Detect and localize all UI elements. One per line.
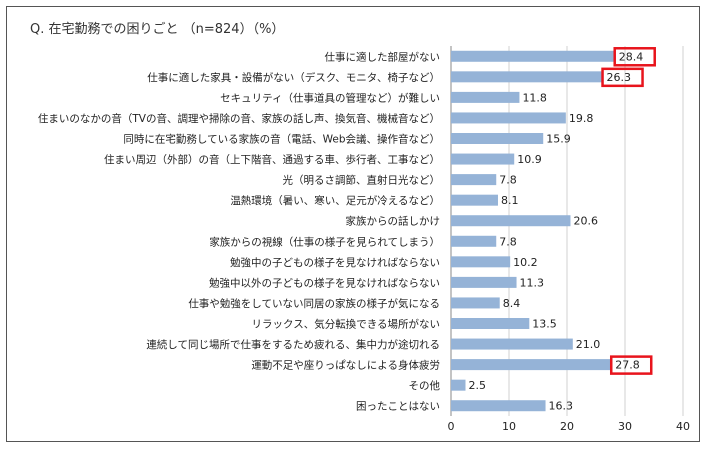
- bar: [451, 194, 498, 206]
- category-label: 勉強中以外の子どもの様子を見なければならない: [209, 276, 440, 289]
- data-label: 21.0: [576, 338, 601, 351]
- data-label: 19.8: [569, 112, 594, 125]
- category-label: 光（明るさ調節、直射日光など）: [283, 174, 441, 187]
- data-label: 8.4: [503, 297, 520, 310]
- highlight-box: [613, 47, 656, 67]
- category-label: 温熱環境（暑い、寒い、足元が冷えるなど）: [230, 194, 440, 207]
- category-label: 仕事や勉強をしていない同居の家族の様子が気になる: [188, 297, 440, 310]
- chart-title: Q. 在宅勤務での困りごと （n=824）（%）: [30, 22, 285, 37]
- category-label: 同時に在宅勤務している家族の音（電話、Web会議、操作音など）: [123, 133, 440, 146]
- x-tick-label: 40: [676, 420, 690, 433]
- data-label: 16.3: [549, 400, 574, 413]
- data-label: 2.5: [469, 379, 487, 392]
- category-label: セキュリティ（仕事道具の管理など）が難しい: [220, 91, 440, 104]
- data-label: 28.4: [619, 50, 644, 63]
- category-label: 仕事に適した部屋がない: [325, 50, 441, 63]
- bar: [451, 359, 613, 371]
- data-label: 15.9: [546, 133, 571, 146]
- bar: [451, 71, 604, 83]
- category-label: 住まい周辺（外部）の音（上下階音、通過する車、歩行者、工事など）: [104, 153, 440, 166]
- bar: [451, 133, 544, 144]
- bar: [451, 297, 500, 309]
- bar: [451, 256, 511, 268]
- category-label: 困ったことはない: [356, 401, 440, 413]
- category-label: 住まいのなかの音（TVの音、調理や掃除の音、家族の話し声、換気音、機械音など）: [38, 112, 440, 125]
- category-label: 家族からの視線（仕事の様子を見られてしまう）: [209, 235, 440, 248]
- bar: [451, 338, 573, 350]
- category-label: その他: [409, 379, 441, 392]
- data-label: 7.8: [499, 174, 517, 187]
- x-tick-label: 0: [448, 420, 455, 433]
- bar: [451, 235, 497, 247]
- data-label: 8.1: [501, 194, 518, 207]
- data-label: 11.8: [522, 91, 547, 104]
- data-label: 13.5: [532, 318, 557, 331]
- category-label: リラックス、気分転換できる場所がない: [252, 318, 440, 331]
- category-label: 仕事に適した家具・設備がない（デスク、モニタ、椅子など）: [147, 71, 440, 84]
- category-label: 連続して同じ場所で仕事をするため疲れる、集中力が途切れる: [146, 338, 440, 351]
- data-label: 26.3: [607, 71, 632, 84]
- highlight-box: [601, 67, 644, 88]
- category-label: 家族からの話しかけ: [346, 215, 441, 228]
- data-label: 27.8: [615, 359, 640, 372]
- bar: [451, 379, 466, 391]
- bar: [451, 50, 616, 62]
- bar: [451, 318, 530, 329]
- bar: [451, 215, 571, 227]
- bar: [451, 400, 546, 412]
- category-label: 勉強中の子どもの様子を見なければならない: [230, 256, 440, 269]
- bar: [451, 91, 520, 103]
- data-label: 10.9: [517, 153, 542, 166]
- x-tick-label: 10: [502, 420, 516, 433]
- highlight-box: [609, 355, 653, 375]
- data-label: 20.6: [573, 215, 598, 228]
- bar: [451, 276, 517, 288]
- data-label: 11.3: [520, 276, 545, 289]
- data-label: 7.8: [499, 235, 517, 248]
- data-label: 10.2: [513, 256, 538, 269]
- bar: [451, 112, 566, 124]
- bar: [451, 174, 497, 186]
- bar: [451, 153, 515, 165]
- category-label: 運動不足や座りっぱなしによる身体疲労: [251, 359, 440, 372]
- x-tick-label: 30: [618, 420, 632, 433]
- x-tick-label: 20: [560, 420, 574, 433]
